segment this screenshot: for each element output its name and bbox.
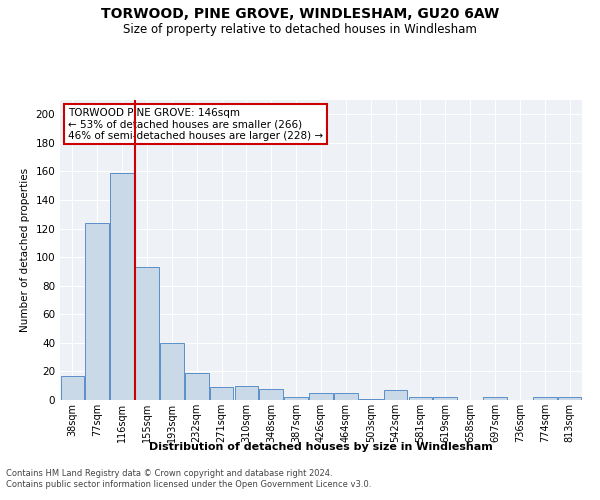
Bar	[61, 376, 84, 400]
Bar	[359, 398, 383, 400]
Bar	[210, 387, 233, 400]
Bar	[85, 223, 109, 400]
Bar	[284, 397, 308, 400]
Bar	[384, 390, 407, 400]
Bar	[110, 173, 134, 400]
Text: TORWOOD PINE GROVE: 146sqm
← 53% of detached houses are smaller (266)
46% of sem: TORWOOD PINE GROVE: 146sqm ← 53% of deta…	[68, 108, 323, 140]
Bar	[334, 393, 358, 400]
Bar	[533, 397, 557, 400]
Text: Contains HM Land Registry data © Crown copyright and database right 2024.: Contains HM Land Registry data © Crown c…	[6, 468, 332, 477]
Bar	[409, 397, 432, 400]
Bar	[309, 393, 333, 400]
Y-axis label: Number of detached properties: Number of detached properties	[20, 168, 30, 332]
Bar	[259, 388, 283, 400]
Bar	[483, 397, 507, 400]
Text: Contains public sector information licensed under the Open Government Licence v3: Contains public sector information licen…	[6, 480, 371, 489]
Text: Distribution of detached houses by size in Windlesham: Distribution of detached houses by size …	[149, 442, 493, 452]
Bar	[433, 397, 457, 400]
Bar	[235, 386, 258, 400]
Text: TORWOOD, PINE GROVE, WINDLESHAM, GU20 6AW: TORWOOD, PINE GROVE, WINDLESHAM, GU20 6A…	[101, 8, 499, 22]
Bar	[160, 343, 184, 400]
Bar	[135, 267, 159, 400]
Text: Size of property relative to detached houses in Windlesham: Size of property relative to detached ho…	[123, 22, 477, 36]
Bar	[185, 373, 209, 400]
Bar	[558, 397, 581, 400]
